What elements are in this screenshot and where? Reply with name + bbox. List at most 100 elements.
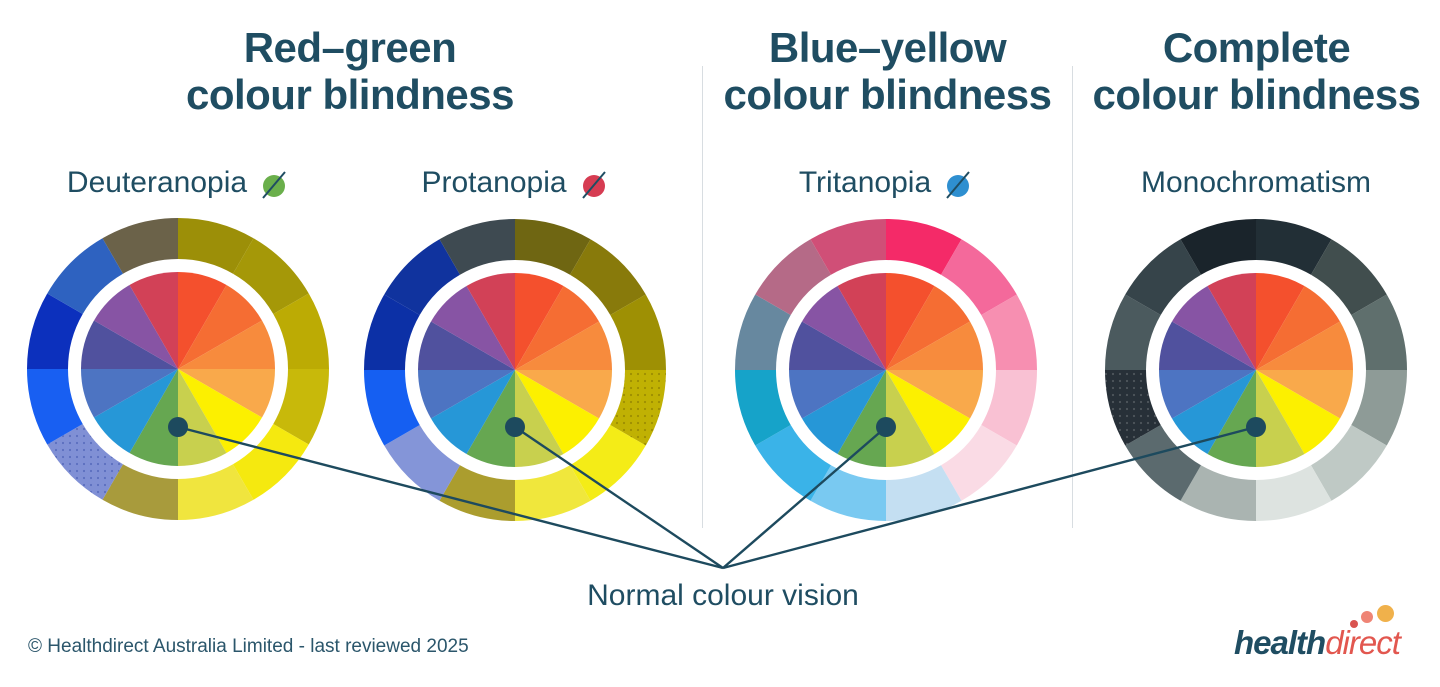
wheel-tritanopia xyxy=(735,219,1037,521)
outer-ring-segment xyxy=(1105,294,1161,370)
outer-ring-segment xyxy=(27,293,83,369)
inner-wheel-segment xyxy=(93,284,178,369)
inner-wheel-segment xyxy=(886,370,983,419)
inner-wheel-segment xyxy=(418,370,515,419)
wheel-label-text: Monochromatism xyxy=(1140,166,1372,199)
outer-ring-segment xyxy=(570,239,646,315)
outer-ring-segment xyxy=(364,294,420,370)
inner-wheel-segment xyxy=(81,320,178,369)
section-title-line: colour blindness xyxy=(723,71,1052,118)
outer-ring-segment xyxy=(102,464,178,520)
outer-ring-segment xyxy=(755,239,831,315)
logo-wordmark: healthdirect xyxy=(1234,624,1401,662)
outer-ring-segment xyxy=(384,239,460,315)
inner-wheel-segment xyxy=(129,272,178,369)
section-title-complete: Complete colour blindness xyxy=(1073,24,1440,118)
section-title-red-green: Red–green colour blindness xyxy=(0,24,700,118)
wheel-label-protanopia: Protanopia xyxy=(345,162,685,204)
outer-ring-segment xyxy=(1311,239,1387,315)
inner-wheel-segment xyxy=(178,284,263,369)
red-slashed-dot-icon xyxy=(581,171,606,199)
inner-wheel-segment xyxy=(801,285,886,370)
inner-wheel-segment xyxy=(515,273,564,370)
inner-wheel-segment xyxy=(1171,285,1256,370)
inner-wheel-segment xyxy=(789,370,886,419)
logo-word-direct: direct xyxy=(1325,624,1401,661)
section-title-line: Red–green xyxy=(243,24,457,71)
inner-wheel-segment xyxy=(81,369,178,418)
inner-wheel-segment xyxy=(1207,273,1256,370)
section-divider xyxy=(702,66,703,528)
inner-wheel-segment xyxy=(178,272,227,369)
outer-ring-segment xyxy=(1311,425,1387,501)
inner-wheel-segment xyxy=(515,321,612,370)
section-divider xyxy=(1072,66,1073,528)
wheel-label-text: Tritanopia xyxy=(798,166,932,199)
section-title-blue-yellow: Blue–yellow colour blindness xyxy=(702,24,1073,118)
inner-wheel-segment xyxy=(178,369,275,418)
inner-wheel-segment xyxy=(1159,370,1256,419)
wheel-label-text: Deuteranopia xyxy=(66,166,248,199)
healthdirect-logo: healthdirect xyxy=(1234,598,1434,668)
section-title-line: colour blindness xyxy=(1092,71,1421,118)
inner-wheel-segment xyxy=(1256,321,1353,370)
section-title-line: colour blindness xyxy=(185,71,515,118)
outer-ring-segment xyxy=(1180,219,1256,275)
inner-wheel-segment xyxy=(93,369,178,454)
wheel-monochromatism xyxy=(1105,219,1407,521)
outer-ring-segment xyxy=(27,369,83,445)
inner-wheel-segment xyxy=(178,320,275,369)
inner-wheel-segment xyxy=(886,285,971,370)
outer-ring-segment xyxy=(47,238,123,314)
logo-dot-icon xyxy=(1377,605,1394,622)
wheel-protanopia xyxy=(364,219,666,521)
logo-dot-icon xyxy=(1350,620,1358,628)
outer-ring-segment xyxy=(273,293,329,369)
inner-wheel-segment xyxy=(1256,273,1305,370)
inner-wheel-segment xyxy=(1159,321,1256,370)
logo-word-health: health xyxy=(1234,624,1326,661)
inner-wheel-segment xyxy=(1256,370,1305,467)
outer-ring-segment xyxy=(233,238,309,314)
wheel-label-tritanopia: Tritanopia xyxy=(716,162,1056,204)
outer-ring-segment xyxy=(273,369,329,445)
inner-wheel-segment xyxy=(886,321,983,370)
section-title-line: Blue–yellow xyxy=(768,24,1007,71)
outer-ring-segment xyxy=(1351,370,1407,446)
inner-wheel-segment xyxy=(1256,370,1353,419)
section-title-line: Complete xyxy=(1162,24,1351,71)
outer-ring-segment xyxy=(735,294,791,370)
normal-colour-vision-label: Normal colour vision xyxy=(587,579,859,612)
outer-ring-segment xyxy=(439,219,515,275)
inner-wheel-segment xyxy=(1256,285,1341,370)
copyright-text: © Healthdirect Australia Limited - last … xyxy=(28,636,469,657)
logo-dot-icon xyxy=(1361,611,1373,623)
outer-ring-segment xyxy=(1125,239,1201,315)
outer-ring-segment xyxy=(610,294,666,370)
inner-wheel-segment xyxy=(430,285,515,370)
inner-wheel-segment xyxy=(837,273,886,370)
outer-ring-segment xyxy=(941,239,1017,315)
outer-ring-segment xyxy=(178,218,254,274)
inner-wheel-segment xyxy=(418,321,515,370)
inner-wheel-segment xyxy=(886,273,935,370)
outer-ring-segment xyxy=(515,219,591,275)
outer-ring-segment xyxy=(1351,294,1407,370)
blue-slashed-dot-icon xyxy=(946,171,970,199)
outer-ring-segment xyxy=(102,218,178,274)
wheel-label-monochromatism: Monochromatism xyxy=(1086,162,1426,204)
inner-wheel-segment xyxy=(129,369,178,466)
wheel-label-text: Protanopia xyxy=(421,166,567,199)
inner-wheel-segment xyxy=(1256,370,1341,455)
inner-wheel-segment xyxy=(515,285,600,370)
inner-wheel-segment xyxy=(466,273,515,370)
outer-ring-segment xyxy=(1256,219,1332,275)
outer-ring-segment xyxy=(886,219,962,275)
wheel-label-deuteranopia: Deuteranopia xyxy=(8,162,348,204)
inner-wheel-segment xyxy=(515,370,612,419)
wheel-deuteranopia xyxy=(27,218,329,520)
outer-ring-segment-texture xyxy=(47,424,123,500)
inner-wheel-segment xyxy=(789,321,886,370)
outer-ring-segment xyxy=(981,294,1037,370)
